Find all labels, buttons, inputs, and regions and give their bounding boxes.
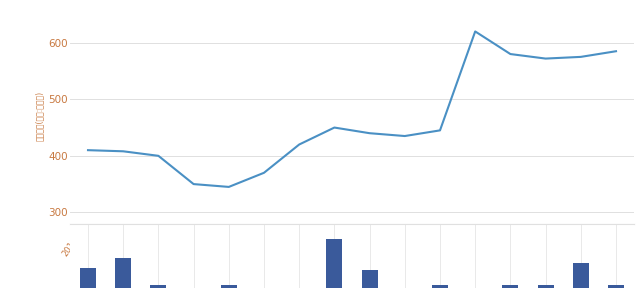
- Bar: [432, 285, 448, 288]
- Bar: [326, 238, 342, 288]
- Bar: [221, 285, 237, 288]
- Y-axis label: 거래금액(단위:억만원): 거래금액(단위:억만원): [35, 91, 44, 141]
- Bar: [362, 270, 378, 288]
- Bar: [608, 285, 624, 288]
- Bar: [80, 268, 96, 288]
- Bar: [502, 285, 518, 288]
- Bar: [573, 263, 589, 288]
- Bar: [538, 285, 554, 288]
- Bar: [115, 258, 131, 288]
- Bar: [150, 285, 166, 288]
